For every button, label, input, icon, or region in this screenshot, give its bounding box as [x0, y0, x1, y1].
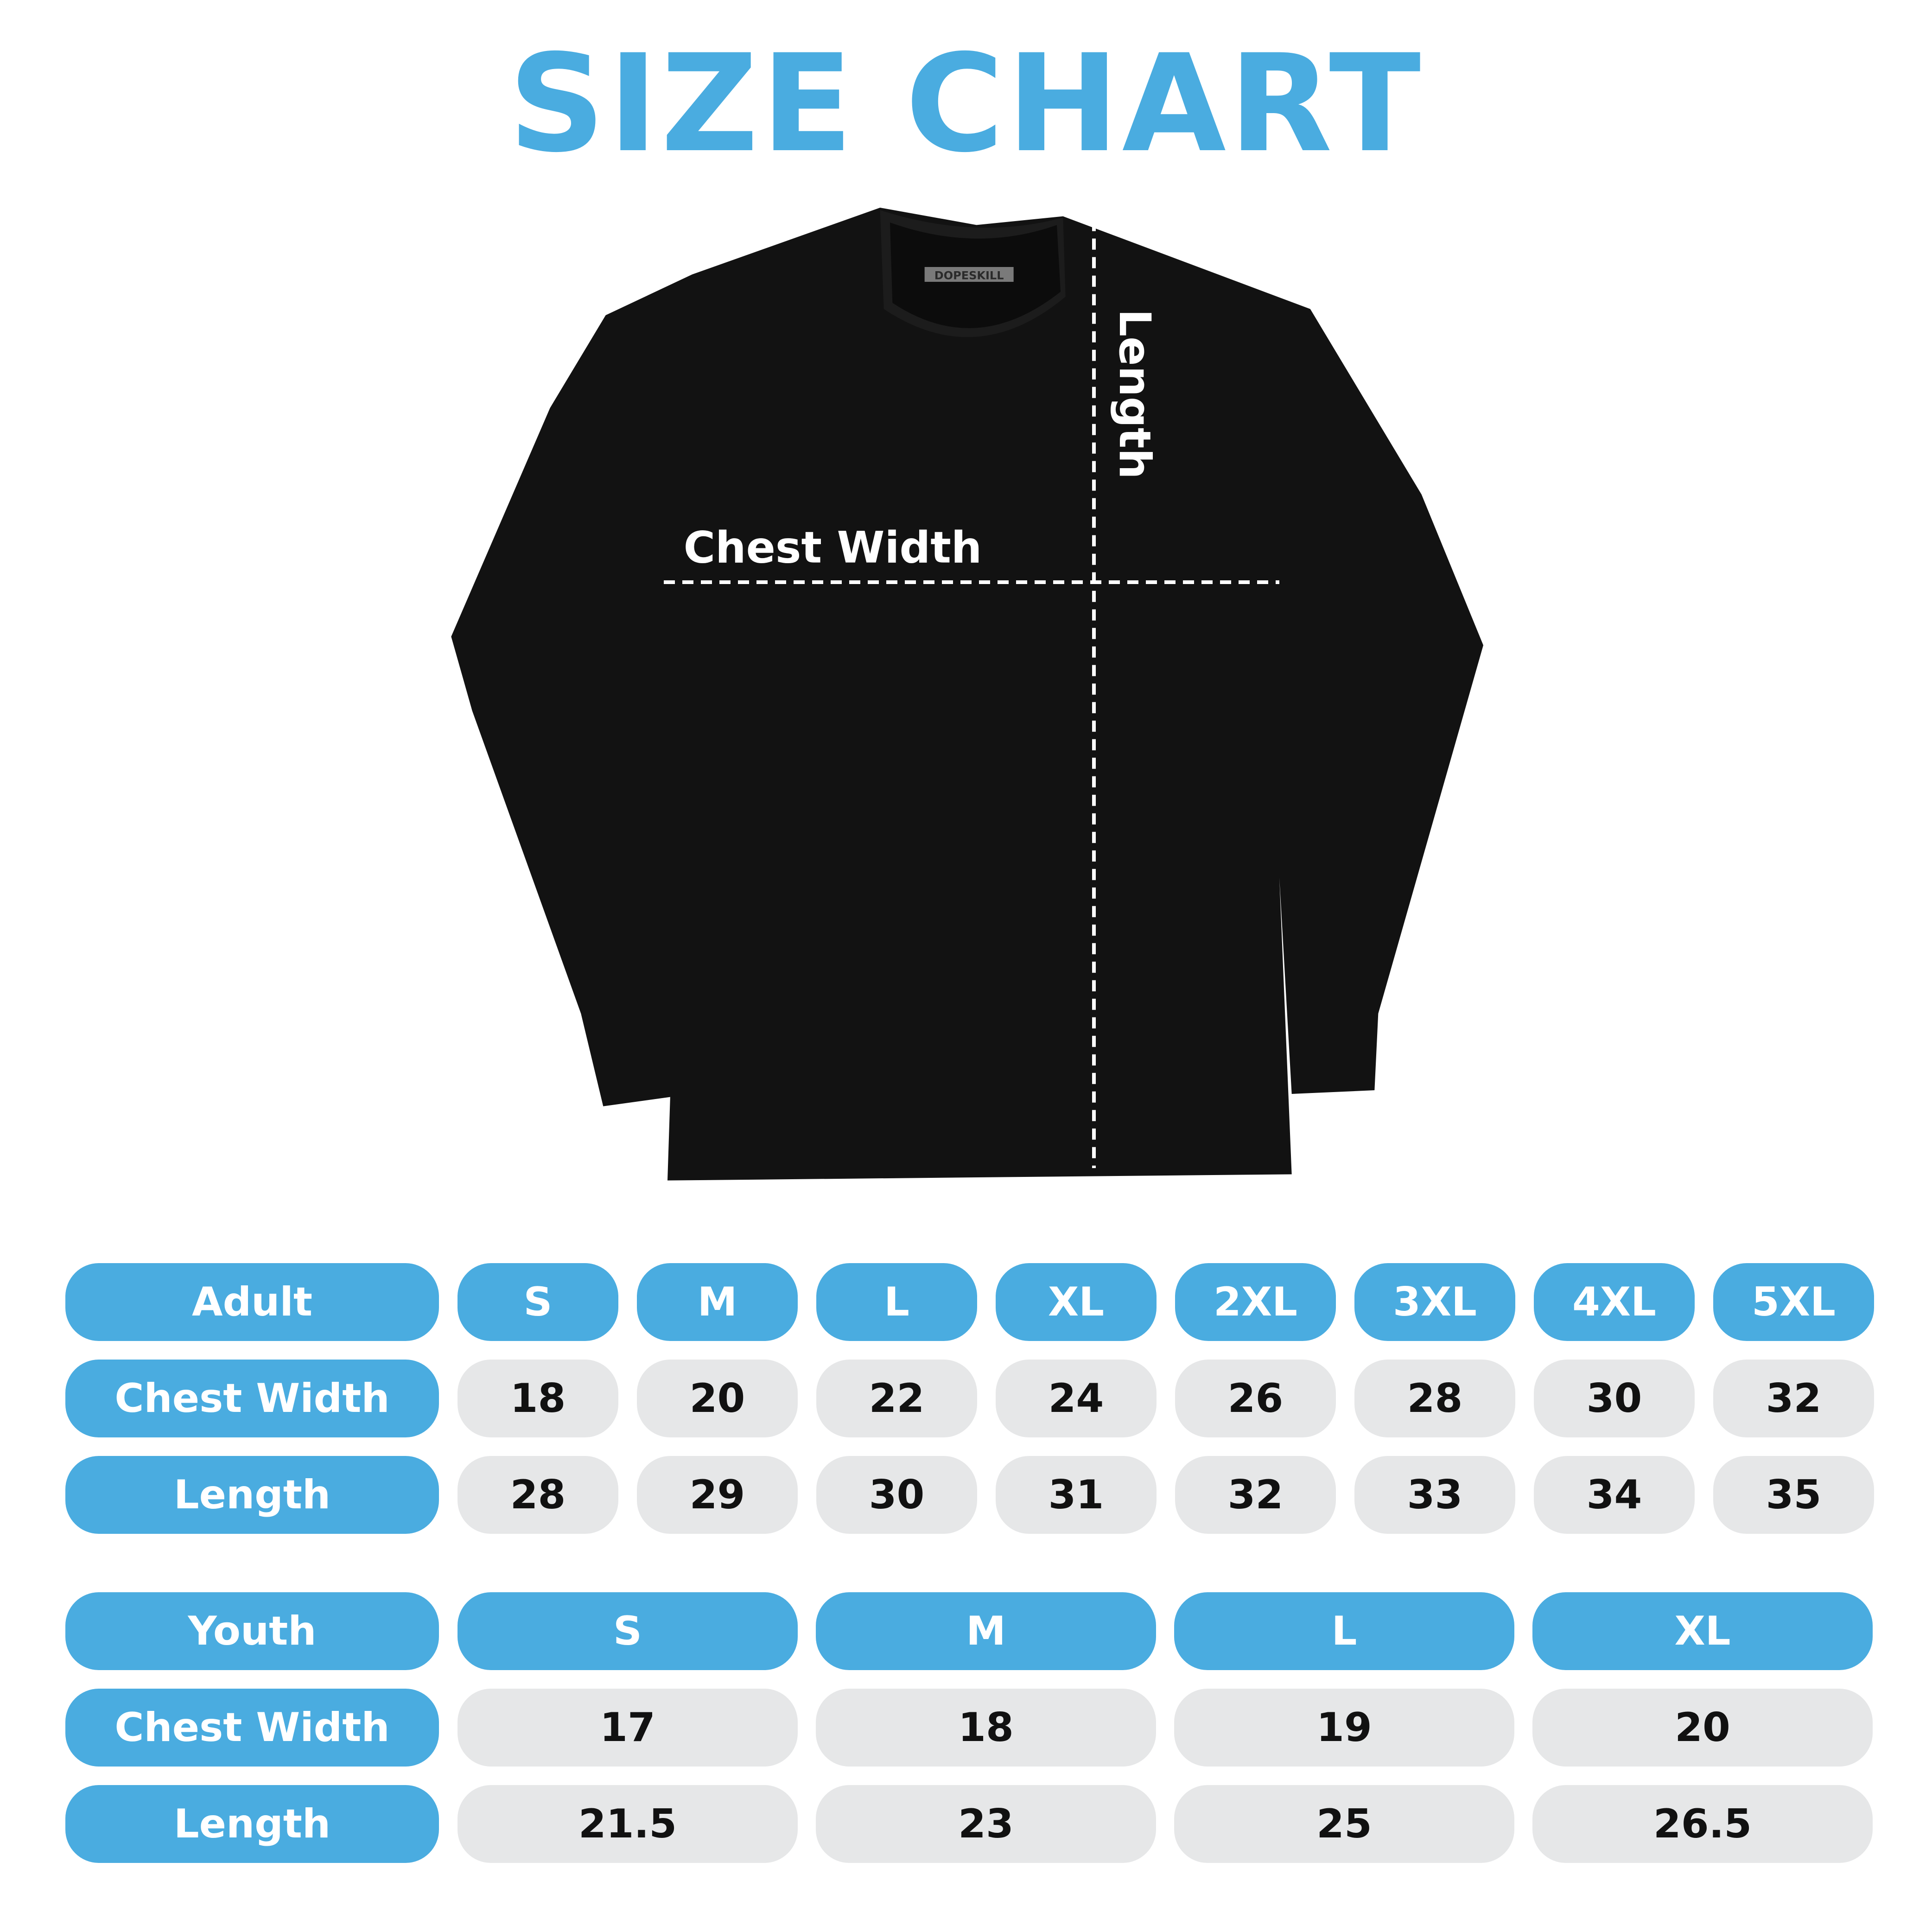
- youth-value-cell: 25: [1174, 1785, 1514, 1863]
- youth-size-l: L: [1174, 1592, 1514, 1670]
- adult-size-l: L: [816, 1263, 977, 1341]
- youth-row-label: Chest Width: [65, 1689, 439, 1767]
- adult-size-5xl: 5XL: [1713, 1263, 1874, 1341]
- youth-header: Youth: [65, 1592, 439, 1670]
- adult-value-cell: 30: [1534, 1360, 1695, 1437]
- youth-value-cell: 21.5: [458, 1785, 798, 1863]
- adult-value-cell: 33: [1354, 1456, 1515, 1534]
- adult-value-cell: 24: [996, 1360, 1157, 1437]
- adult-value-cell: 18: [458, 1360, 618, 1437]
- adult-size-xl: XL: [996, 1263, 1157, 1341]
- adult-size-2xl: 2XL: [1175, 1263, 1336, 1341]
- youth-value-cell: 19: [1174, 1689, 1514, 1767]
- adult-value-cell: 31: [996, 1456, 1157, 1534]
- adult-value-cell: 34: [1534, 1456, 1695, 1534]
- youth-size-m: M: [816, 1592, 1156, 1670]
- youth-value-cell: 18: [816, 1689, 1156, 1767]
- adult-value-cell: 26: [1175, 1360, 1336, 1437]
- adult-row-label: Length: [65, 1456, 439, 1534]
- adult-row-label: Chest Width: [65, 1360, 439, 1437]
- page-title: SIZE CHART: [508, 26, 1424, 182]
- long-sleeve-shirt: DOPESKILL: [451, 208, 1484, 1181]
- adult-value-cell: 22: [816, 1360, 977, 1437]
- adult-size-s: S: [458, 1263, 618, 1341]
- youth-value-cell: 26.5: [1532, 1785, 1873, 1863]
- youth-value-cell: 17: [458, 1689, 798, 1767]
- adult-value-cell: 20: [637, 1360, 798, 1437]
- adult-value-cell: 29: [637, 1456, 798, 1534]
- chest-width-label: Chest Width: [684, 522, 982, 573]
- youth-value-cell: 23: [816, 1785, 1156, 1863]
- brand-label-text: DOPESKILL: [934, 269, 1004, 282]
- adult-size-4xl: 4XL: [1534, 1263, 1695, 1341]
- brand-label: [924, 267, 1014, 282]
- adult-value-cell: 28: [458, 1456, 618, 1534]
- adult-value-cell: 35: [1713, 1456, 1874, 1534]
- length-label: Length: [1109, 309, 1160, 479]
- youth-size-s: S: [458, 1592, 798, 1670]
- adult-value-cell: 32: [1175, 1456, 1336, 1534]
- adult-value-cell: 28: [1354, 1360, 1515, 1437]
- youth-row-label: Length: [65, 1785, 439, 1863]
- youth-size-xl: XL: [1532, 1592, 1873, 1670]
- adult-value-cell: 30: [816, 1456, 977, 1534]
- adult-value-cell: 32: [1713, 1360, 1874, 1437]
- youth-value-cell: 20: [1532, 1689, 1873, 1767]
- adult-size-3xl: 3XL: [1354, 1263, 1515, 1341]
- adult-header: Adult: [65, 1263, 439, 1341]
- adult-size-m: M: [637, 1263, 798, 1341]
